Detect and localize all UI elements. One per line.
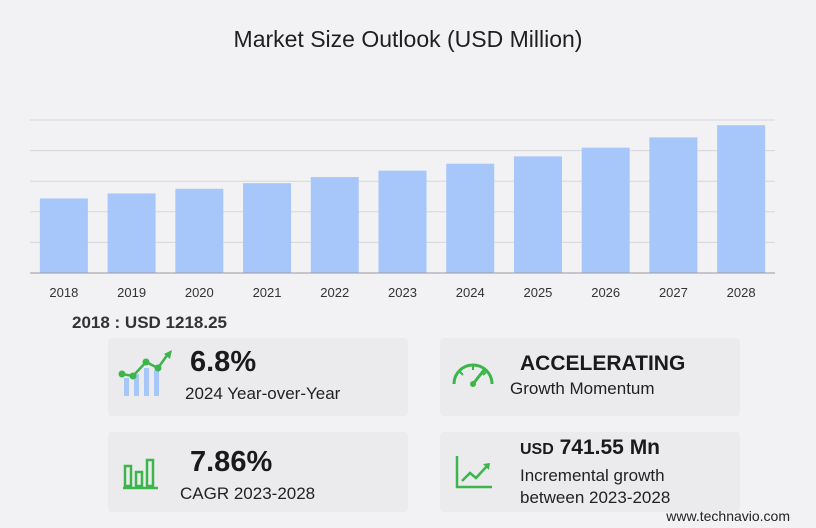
x-tick-label: 2019 bbox=[117, 285, 146, 300]
incremental-card bbox=[440, 432, 740, 512]
x-tick-label: 2020 bbox=[185, 285, 214, 300]
incremental-label-line2: between 2023-2028 bbox=[520, 488, 671, 507]
yoy-value: 6.8% bbox=[190, 346, 257, 378]
bar-2021 bbox=[243, 183, 292, 273]
x-tick-label: 2018 bbox=[49, 285, 78, 300]
bar-2025 bbox=[513, 156, 562, 273]
incremental-amount: 741.55 Mn bbox=[559, 436, 661, 459]
incremental-value: USD 741.55 Mn bbox=[520, 436, 660, 460]
base-year-value: 2018 : USD 1218.25 bbox=[72, 313, 227, 332]
trend-up-icon bbox=[455, 456, 492, 489]
bar-chart-icon bbox=[123, 458, 158, 490]
momentum-value: ACCELERATING bbox=[520, 352, 686, 375]
bar-2018 bbox=[39, 198, 88, 273]
x-tick-label: 2027 bbox=[659, 285, 688, 300]
x-tick-label: 2023 bbox=[388, 285, 417, 300]
bar-2022 bbox=[310, 177, 359, 273]
yoy-label: 2024 Year-over-Year bbox=[185, 384, 341, 403]
incremental-currency: USD bbox=[520, 441, 554, 458]
bar-2023 bbox=[378, 170, 427, 273]
x-tick-label: 2026 bbox=[591, 285, 620, 300]
bar-2020 bbox=[175, 188, 224, 273]
bar-2024 bbox=[446, 163, 495, 273]
bar-2019 bbox=[107, 193, 156, 273]
cagr-label: CAGR 2023-2028 bbox=[180, 484, 316, 503]
bar-2028 bbox=[717, 125, 766, 274]
speedometer-icon bbox=[452, 363, 494, 387]
x-tick-label: 2028 bbox=[727, 285, 756, 300]
chart-title: Market Size Outlook (USD Million) bbox=[233, 26, 583, 52]
bar-chart: 2018 2019 2020 2021 2022 2023 2024 2025 2026 2027… bbox=[30, 119, 775, 300]
bar-2027 bbox=[649, 137, 698, 273]
cagr-value: 7.86% bbox=[190, 446, 273, 478]
bar-2026 bbox=[581, 147, 630, 273]
source-footer: www.technavio.com bbox=[666, 508, 790, 524]
growth-chart-icon bbox=[118, 350, 172, 396]
momentum-label: Growth Momentum bbox=[510, 379, 655, 398]
cagr-card bbox=[108, 432, 408, 512]
x-tick-label: 2024 bbox=[456, 285, 485, 300]
x-tick-label: 2022 bbox=[320, 285, 349, 300]
incremental-label-line1: Incremental growth bbox=[520, 466, 665, 485]
x-tick-label: 2021 bbox=[253, 285, 282, 300]
x-tick-label: 2025 bbox=[523, 285, 552, 300]
